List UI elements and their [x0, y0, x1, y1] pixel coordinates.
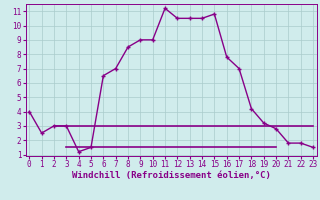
X-axis label: Windchill (Refroidissement éolien,°C): Windchill (Refroidissement éolien,°C) [72, 171, 271, 180]
